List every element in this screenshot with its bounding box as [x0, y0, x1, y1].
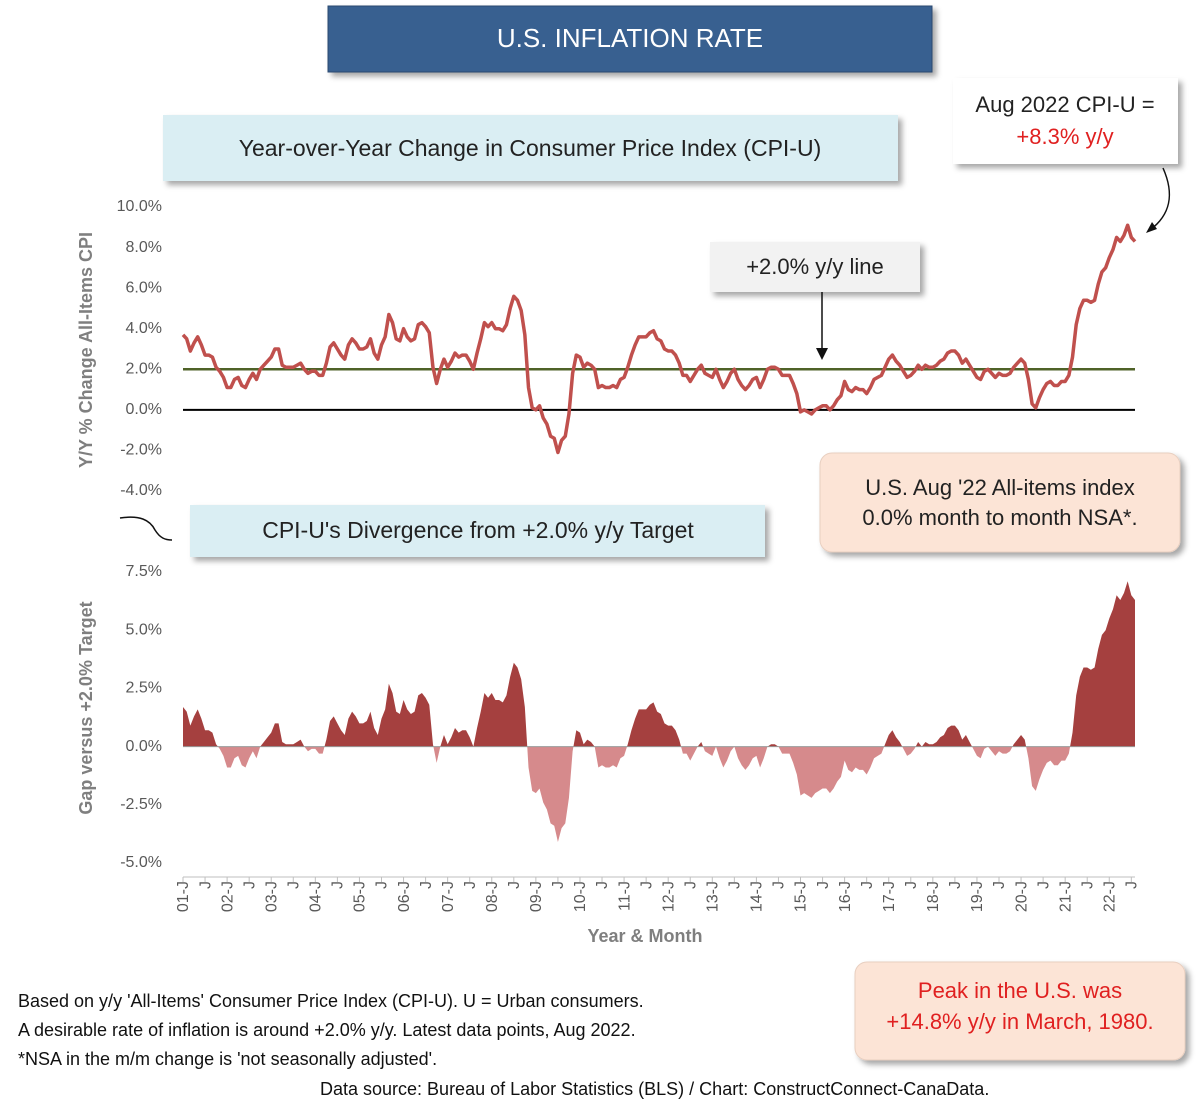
y-tick-label: 2.5%	[126, 680, 162, 697]
x-tick-label: 12-J	[660, 881, 677, 912]
x-tick-label: J	[682, 881, 699, 889]
x-tick-label: J	[197, 881, 214, 889]
x-tick-label: J	[727, 881, 744, 889]
x-tick-label: J	[1035, 881, 1052, 889]
x-tick-label: 15-J	[793, 881, 810, 912]
callout-text: +14.8% y/y in March, 1980.	[886, 1009, 1153, 1034]
x-tick-label: J	[506, 881, 523, 889]
y-tick-label: 5.0%	[126, 621, 162, 638]
x-tick-label: J	[594, 881, 611, 889]
x-tick-label: J	[991, 881, 1008, 889]
y-tick-label: -5.0%	[120, 854, 162, 871]
x-axis-label: Year & Month	[587, 926, 702, 946]
y-tick-label: 2.0%	[126, 361, 162, 378]
y-axis-label: Y/Y % Change All-Items CPI	[76, 232, 96, 468]
callout-box	[953, 78, 1178, 164]
break-mark	[119, 516, 173, 541]
callout-box	[710, 242, 920, 292]
subtitle-box	[163, 115, 898, 181]
gap-area-positive	[183, 581, 1135, 747]
x-tick-label: J	[330, 881, 347, 889]
y-tick-label: 0.0%	[126, 401, 162, 418]
x-tick-label: 09-J	[528, 881, 545, 912]
y-tick-label: 7.5%	[126, 563, 162, 580]
callout-text: 0.0% month to month NSA*.	[862, 505, 1137, 530]
chart-title: Year-over-Year Change in Consumer Price …	[239, 135, 822, 161]
callout-box	[854, 961, 1186, 1061]
y-tick-label: 4.0%	[126, 320, 162, 337]
title-box	[327, 5, 933, 73]
y-tick-label: 10.0%	[117, 198, 162, 215]
x-tick-label: J	[638, 881, 655, 889]
x-tick-label: 08-J	[484, 881, 501, 912]
source: Data source: Bureau of Labor Statistics …	[320, 1079, 989, 1099]
x-tick-label: J	[815, 881, 832, 889]
x-tick-label: J	[241, 881, 258, 889]
y-tick-label: -4.0%	[120, 482, 162, 499]
x-tick-label: 11-J	[616, 881, 633, 911]
y-tick-label: 6.0%	[126, 279, 162, 296]
cpi-line	[181, 223, 1137, 455]
x-tick-label: 17-J	[881, 881, 898, 912]
y-tick-label: -2.0%	[120, 442, 162, 459]
x-tick-label: J	[1079, 881, 1096, 889]
x-tick-label: 01-J	[175, 881, 192, 912]
arrowhead	[816, 348, 828, 360]
x-tick-label: J	[374, 881, 391, 889]
x-tick-label: J	[462, 881, 479, 889]
callout-text: Peak in the U.S. was	[918, 978, 1122, 1003]
note: *NSA in the m/m change is 'not seasonall…	[18, 1049, 437, 1069]
y-tick-label: 0.0%	[126, 738, 162, 755]
subtitle-box	[190, 505, 765, 557]
chart-title: CPI-U's Divergence from +2.0% y/y Target	[262, 517, 694, 543]
x-tick-label: 14-J	[749, 881, 766, 912]
annotation: +8.3% y/y	[1016, 124, 1113, 149]
arrowhead	[1146, 222, 1157, 233]
x-tick-label: 21-J	[1057, 881, 1074, 912]
x-tick-label: 13-J	[705, 881, 722, 912]
x-tick-label: J	[285, 881, 302, 889]
x-tick-label: 02-J	[219, 881, 236, 912]
callout-text: U.S. Aug '22 All-items index	[865, 475, 1135, 500]
x-tick-label: J	[859, 881, 876, 889]
x-tick-label: 10-J	[572, 881, 589, 912]
x-tick-label: J	[947, 881, 964, 889]
note: Based on y/y 'All-Items' Consumer Price …	[18, 991, 644, 1011]
x-tick-label: J	[903, 881, 920, 889]
x-tick-label: 07-J	[440, 881, 457, 912]
x-tick-label: J	[1124, 881, 1141, 889]
x-tick-label: J	[771, 881, 788, 889]
x-tick-label: 20-J	[1013, 881, 1030, 912]
x-tick-label: 05-J	[352, 881, 369, 912]
x-tick-label: 03-J	[263, 881, 280, 912]
y-axis-label: Gap versus +2.0% Target	[76, 601, 96, 814]
x-tick-label: 22-J	[1101, 881, 1118, 912]
x-tick-label: 06-J	[396, 881, 413, 912]
x-tick-label: 19-J	[969, 881, 986, 912]
x-tick-label: J	[418, 881, 435, 889]
arrow	[1149, 167, 1171, 231]
y-tick-label: -2.5%	[120, 796, 162, 813]
x-tick-label: 04-J	[308, 881, 325, 912]
callout-box	[819, 452, 1181, 553]
annotation: Aug 2022 CPI-U =	[975, 92, 1154, 117]
note: A desirable rate of inflation is around …	[18, 1020, 636, 1040]
x-tick-label: J	[550, 881, 567, 889]
x-tick-label: 18-J	[925, 881, 942, 912]
y-tick-label: 8.0%	[126, 239, 162, 256]
page-title: U.S. INFLATION RATE	[497, 23, 763, 53]
target-label: +2.0% y/y line	[746, 254, 884, 279]
x-tick-label: 16-J	[837, 881, 854, 912]
